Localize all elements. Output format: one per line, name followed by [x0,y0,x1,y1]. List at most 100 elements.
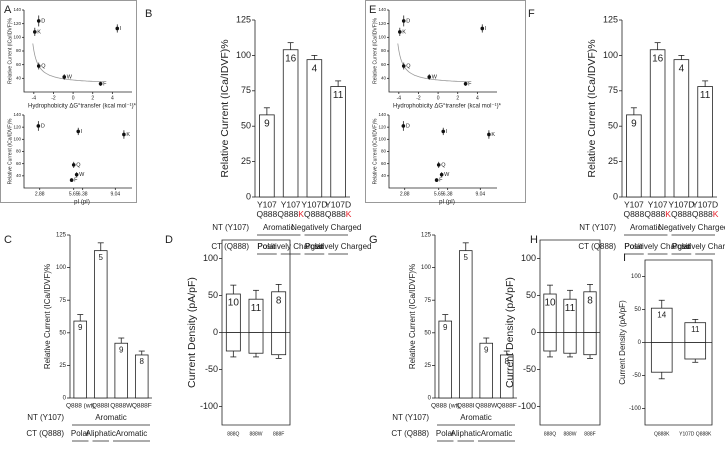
count-label: 4 [679,63,685,74]
x-tick-label: Q888I [457,403,475,410]
panel-letter: F [528,8,535,20]
point [434,178,439,182]
count-label: 9 [264,119,270,130]
group-label: Polar [436,429,455,438]
point-label: K [402,29,406,35]
x-tick-label: 9.04 [475,191,485,197]
x-tick-label: Q888W [475,403,498,410]
panel-letter: A [4,4,12,16]
count-label: 8 [587,295,593,306]
bar [499,354,514,399]
y-axis-label: Relative Current (ICa/IDVF)% [43,264,52,369]
x-tick-label-part: Q888 [692,209,713,219]
y-tick-label: 125 [421,233,432,239]
x-tick-label: 5.65 [69,191,79,197]
bar [649,49,666,198]
point-label: D [406,123,410,129]
y-axis-label: Current Density (pA/pF) [618,300,627,385]
group-row-label: CT (Q888) [211,242,249,251]
y-tick-label: -100 [518,401,536,411]
x-tick-label: Q888 (wt) [66,403,95,410]
y-tick-label: 25 [608,156,618,166]
y-tick-label: 125 [236,14,251,24]
y-tick-label: 80 [381,48,387,53]
bar [225,332,241,352]
x-tick-label: 888W [563,431,576,437]
group-row-label: NT (Y107) [579,223,616,232]
y-tick-label: 50 [608,121,618,131]
y-tick-label: 40 [381,76,387,81]
y-tick-label: 75 [241,85,251,95]
x-tick-label: Y107D [325,199,351,209]
point [115,26,120,31]
x-axis-label: pI (pI) [74,200,90,206]
point-label: F [468,81,472,87]
group-label: Aromatic [95,413,127,422]
y-tick-label: 140 [378,112,386,117]
count-label: 16 [285,53,297,64]
y-tick-label: 80 [16,48,22,53]
axis [539,239,601,426]
panel-letter: H [530,234,538,246]
x-tick-label: 4 [111,95,114,101]
point [401,64,406,68]
y-tick-label: 125 [603,14,618,24]
x-tick-label: Y107D [301,199,327,209]
point [36,124,41,128]
x-tick-label: Q888K [654,431,670,437]
group-label: Polar [305,242,324,251]
x-axis-label: Hydrophobicity ΔG°transfer (kcal mol⁻¹)* [393,104,502,110]
y-tick-label: 50 [241,121,251,131]
x-tick-label: Q888F [132,403,152,410]
group-row-label: NT (Y107) [392,413,429,422]
y-axis-label: Current Density (pA/pF) [186,277,198,388]
y-tick-label: -100 [629,406,642,412]
axis [644,259,713,426]
count-label: 16 [652,53,664,64]
point-label: F [439,178,443,184]
x-tick-label-suffix: K [665,209,671,219]
group-label: Negatively Charged [658,223,725,232]
bar [93,250,108,399]
x-tick-label-part: Q888 [277,209,298,219]
point-label: W [67,74,73,80]
y-axis-label: Relative Current (ICa/IDVF)% [372,118,378,184]
point-label: W [444,172,450,178]
x-tick-label: Q888 (wt) [431,403,460,410]
x-tick-label: Y107 [624,199,644,209]
y-tick-label: -100 [200,401,218,411]
y-tick-label: 100 [378,137,386,142]
bar [282,49,299,198]
y-axis-label: Relative Current (ICa/IDVF)% [372,18,378,84]
y-tick-label: 100 [13,35,21,40]
panel-letter: D [165,234,173,246]
point [398,30,402,34]
y-tick-label: -50 [205,364,218,374]
bar [543,332,557,352]
point-label: I [120,26,122,32]
point-label: F [103,81,107,87]
x-tick-label: Q888W [110,403,133,410]
count-label: 8 [276,295,282,306]
y-tick-label: 0 [213,327,218,337]
x-tick-label: 2.88 [400,191,410,197]
x-tick-label: Q888 [304,209,325,219]
y-tick-label: 100 [631,274,642,280]
panel-frame [0,0,137,203]
x-tick-label: Q888I [92,403,110,410]
axis [221,239,291,426]
point-label: I [446,129,448,135]
count-label: 8 [505,357,510,366]
y-tick-label: 140 [13,7,21,12]
x-tick-label: -4 [397,95,402,101]
y-tick-label: 50 [526,290,536,300]
point-label: Q [76,162,81,168]
y-tick-label: 120 [13,124,21,129]
point [62,75,67,79]
x-tick-label: 9.04 [110,191,120,197]
point [439,172,444,177]
count-label: 8 [140,357,145,366]
point-label: D [41,18,45,24]
x-tick-label: Q888K [325,209,352,219]
